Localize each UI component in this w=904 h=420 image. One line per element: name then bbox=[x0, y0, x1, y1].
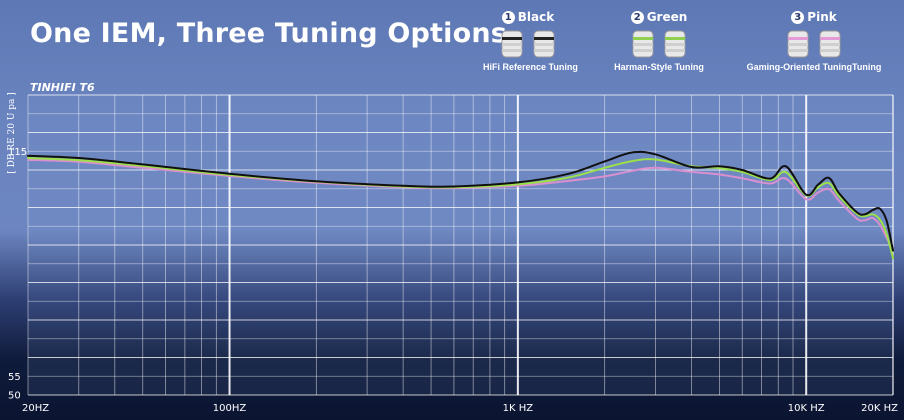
tip-green-heading: 2 Green bbox=[614, 10, 704, 24]
nozzle-pink-image bbox=[787, 30, 809, 58]
plot-labels: 20HZ 100HZ 1K HZ 10K HZ 20K HZ 115 55 50 [ DB RE… bbox=[7, 92, 898, 414]
y-tick-label: 50 bbox=[8, 391, 21, 402]
chart-title: TINHIFI T6 bbox=[30, 81, 95, 94]
nozzle-green-image bbox=[632, 30, 654, 58]
tip-green-number-badge: 2 bbox=[630, 10, 644, 24]
nozzle-green-image-2 bbox=[664, 30, 686, 58]
series-line-black bbox=[27, 150, 894, 252]
tip-pink-number-badge: 3 bbox=[791, 10, 805, 24]
tip-black-name: Black bbox=[517, 10, 555, 24]
x-tick-label: 1K HZ bbox=[503, 403, 534, 414]
x-tick-label: 20K HZ bbox=[861, 403, 898, 414]
tip-pink-nozzle-images bbox=[729, 29, 899, 59]
tip-green-name: Green bbox=[646, 10, 688, 24]
tip-black: 1 Black HiFi Reference Tuning bbox=[483, 10, 578, 72]
headline: One IEM, Three Tuning Options bbox=[30, 18, 508, 49]
tip-pink: 3 Pink Gaming-Oriented TuningTuning bbox=[729, 10, 899, 72]
tip-green-label: Harman-Style Tuning bbox=[614, 62, 704, 72]
y-tick-label: 55 bbox=[8, 372, 21, 383]
nozzle-pink-image-2 bbox=[819, 30, 841, 58]
tip-pink-name: Pink bbox=[807, 10, 837, 24]
nozzle-black-image bbox=[501, 30, 523, 58]
tip-black-number-badge: 1 bbox=[501, 10, 515, 24]
plot-series bbox=[27, 150, 894, 260]
tip-black-label: HiFi Reference Tuning bbox=[483, 62, 578, 72]
tip-pink-heading: 3 Pink bbox=[729, 10, 899, 24]
y-axis-label: [ DB RE 20 U pa ] bbox=[7, 92, 17, 174]
y-tick-label: 115 bbox=[8, 147, 27, 158]
tip-pink-label: Gaming-Oriented TuningTuning bbox=[746, 62, 882, 72]
x-tick-label: 20HZ bbox=[22, 403, 49, 414]
x-tick-label: 100HZ bbox=[213, 403, 247, 414]
tip-black-heading: 1 Black bbox=[483, 10, 573, 24]
nozzle-black-image-2 bbox=[533, 30, 555, 58]
series-line-pink bbox=[27, 158, 894, 252]
tip-green: 2 Green Harman-Style Tuning bbox=[614, 10, 704, 72]
tip-black-nozzle-images bbox=[483, 29, 573, 59]
x-tick-label: 10K HZ bbox=[788, 403, 825, 414]
tip-green-nozzle-images bbox=[614, 29, 704, 59]
plot-grid bbox=[27, 94, 894, 396]
